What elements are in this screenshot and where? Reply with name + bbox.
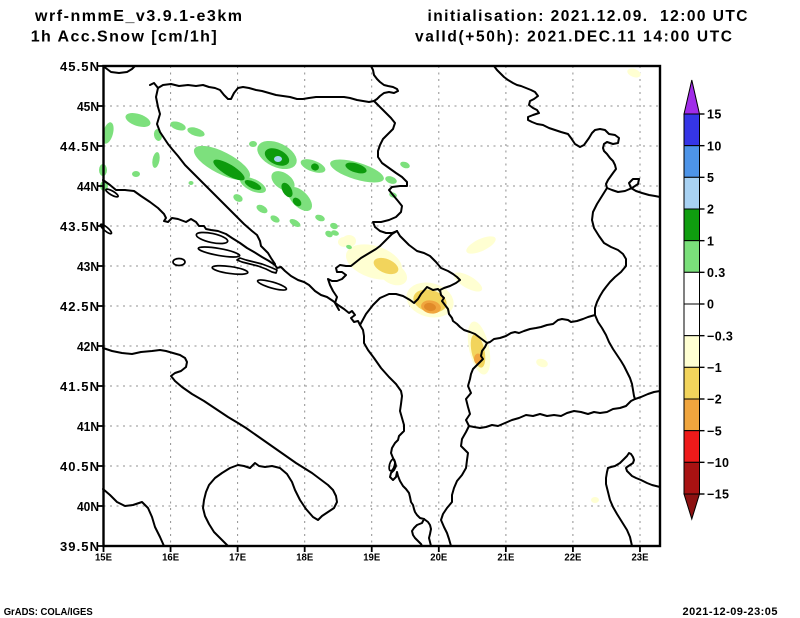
svg-text:10: 10 — [707, 139, 722, 153]
svg-text:40N: 40N — [77, 499, 99, 514]
svg-text:15E: 15E — [95, 551, 112, 563]
svg-text:wrf-nmmE_v3.9.1-e3km: wrf-nmmE_v3.9.1-e3km — [34, 8, 242, 25]
svg-text:22E: 22E — [564, 551, 581, 563]
svg-text:17E: 17E — [229, 551, 246, 563]
svg-text:40.5N: 40.5N — [60, 459, 99, 474]
svg-text:valId(+50h): 2021.DEC.11 14:00: valId(+50h): 2021.DEC.11 14:00 UTC — [415, 29, 732, 46]
svg-text:2021-12-09-23:05: 2021-12-09-23:05 — [683, 606, 778, 618]
svg-text:23E: 23E — [632, 551, 649, 563]
svg-text:42.5N: 42.5N — [60, 299, 99, 314]
svg-text:19E: 19E — [363, 551, 380, 563]
svg-text:2: 2 — [707, 203, 714, 217]
svg-text:21E: 21E — [497, 551, 514, 563]
svg-text:45N: 45N — [77, 99, 99, 114]
svg-text:41.5N: 41.5N — [60, 379, 99, 394]
svg-text:42N: 42N — [77, 339, 99, 354]
svg-text:43N: 43N — [77, 259, 99, 274]
svg-text:−10: −10 — [707, 456, 729, 470]
svg-text:15: 15 — [707, 108, 722, 122]
svg-text:1h Acc.Snow [cm/1h]: 1h Acc.Snow [cm/1h] — [31, 29, 217, 46]
svg-text:39.5N: 39.5N — [60, 539, 99, 554]
svg-text:−2: −2 — [707, 393, 722, 407]
svg-text:20E: 20E — [430, 551, 447, 563]
svg-text:41N: 41N — [77, 419, 99, 434]
svg-text:43.5N: 43.5N — [60, 219, 99, 234]
svg-text:5: 5 — [707, 171, 714, 185]
svg-text:−0.3: −0.3 — [707, 329, 733, 343]
svg-text:1: 1 — [707, 234, 714, 248]
svg-text:−5: −5 — [707, 424, 722, 438]
svg-text:0.3: 0.3 — [707, 266, 726, 280]
svg-text:16E: 16E — [162, 551, 179, 563]
svg-text:0: 0 — [707, 298, 714, 312]
svg-text:44N: 44N — [77, 179, 99, 194]
svg-text:44.5N: 44.5N — [60, 139, 99, 154]
svg-text:GrADS: COLA/IGES: GrADS: COLA/IGES — [4, 607, 93, 618]
svg-text:−15: −15 — [707, 488, 729, 502]
svg-text:18E: 18E — [296, 551, 313, 563]
svg-text:initialisation: 2021.12.09. 1: initialisation: 2021.12.09. 12:00 UTC — [428, 8, 748, 25]
svg-text:45.5N: 45.5N — [60, 59, 99, 74]
svg-text:−1: −1 — [707, 361, 722, 375]
